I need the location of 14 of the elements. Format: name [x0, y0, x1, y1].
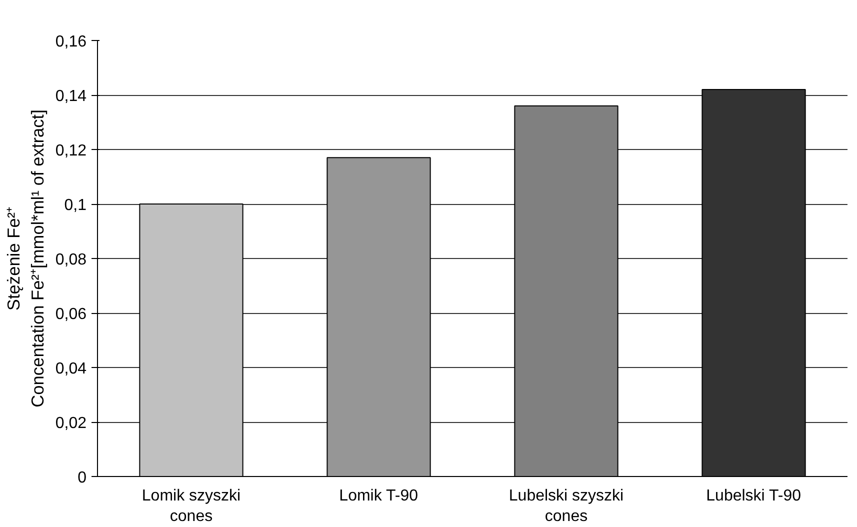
x-tick-label: Lomik szyszki cones [142, 488, 241, 525]
x-tick-label: Lubelski szyszki cones [508, 488, 624, 525]
y-tick-label: 0 [78, 470, 87, 486]
y-tick-label: 0,02 [55, 415, 87, 432]
x-tick-label: Lubelski T-90 [706, 488, 802, 504]
y-tick-label: 0,04 [55, 360, 87, 378]
y-tick-label: 0,06 [55, 306, 87, 323]
y-tick-label: 0,12 [55, 142, 87, 160]
y-axis-title: Stężenie Fe²⁺ Concentation Fe²⁺[mmol*ml¹ of extract] [3, 110, 48, 408]
x-tick-label: Lomik T-90 [339, 488, 418, 504]
y-tick-label: 0,16 [55, 34, 87, 50]
y-tick-label: 0,08 [55, 252, 87, 268]
y-tick-label: 0,1 [64, 197, 87, 214]
y-tick-label: 0,14 [55, 88, 87, 105]
